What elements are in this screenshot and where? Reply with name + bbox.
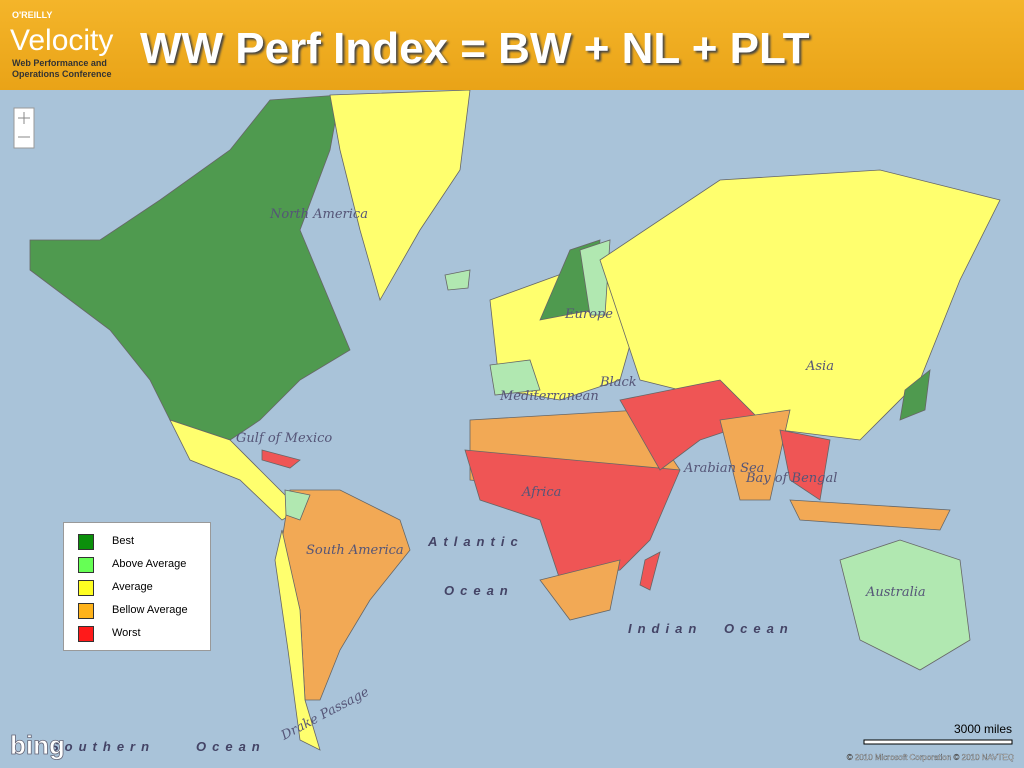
legend-swatch — [78, 626, 94, 642]
map-label: Atlantic — [427, 534, 524, 549]
map-label: Australia — [865, 585, 926, 600]
map-label: Europe — [564, 307, 613, 322]
legend-label: Best — [112, 535, 135, 547]
map-label: Southern — [50, 739, 155, 754]
map-label: Indian — [628, 621, 702, 636]
map-label: Black — [599, 375, 637, 390]
legend-swatch — [78, 534, 94, 550]
provider-logo: bing — [10, 730, 65, 760]
legend-label: Bellow Average — [112, 604, 188, 616]
map: North America Gulf of Mexico South Ameri… — [0, 90, 1024, 768]
map-label: Mediterranean — [499, 389, 599, 404]
brand: O'REILLY — [12, 10, 53, 20]
logo: Velocity — [10, 24, 114, 57]
map-label: Africa — [521, 485, 561, 500]
zoom-control[interactable] — [13, 107, 35, 149]
copyright: © 2010 Microsoft Corporation © 2010 NAVT… — [847, 753, 1014, 762]
map-label: Ocean — [196, 739, 266, 754]
map-label: Bay of Bengal — [745, 471, 837, 486]
tagline: Web Performance and — [12, 58, 107, 68]
map-label: Ocean — [724, 621, 794, 636]
header: O'REILLY Velocity Web Performance and Op… — [0, 0, 1024, 90]
map-label: Arabian Sea — [683, 461, 764, 476]
map-label: Ocean — [444, 583, 514, 598]
scale-bar — [863, 739, 1013, 745]
legend-swatch — [78, 557, 94, 573]
legend-swatch — [78, 580, 94, 596]
legend: Best Above Average Average Bellow Average Wo… — [63, 522, 211, 651]
map-label: Asia — [805, 359, 834, 374]
scale-label: 3000 miles — [954, 722, 1012, 736]
map-label: South America — [306, 543, 404, 558]
legend-label: Above Average — [112, 558, 187, 570]
tagline: Operations Conference — [12, 69, 112, 79]
map-label: Gulf of Mexico — [236, 431, 332, 446]
land — [29, 90, 1001, 751]
legend-swatch — [78, 603, 94, 619]
title: WW Perf Index = BW + NL + PLT — [140, 24, 810, 73]
map-label: North America — [269, 207, 368, 222]
legend-label: Average — [112, 581, 153, 593]
legend-label: Worst — [112, 627, 141, 639]
